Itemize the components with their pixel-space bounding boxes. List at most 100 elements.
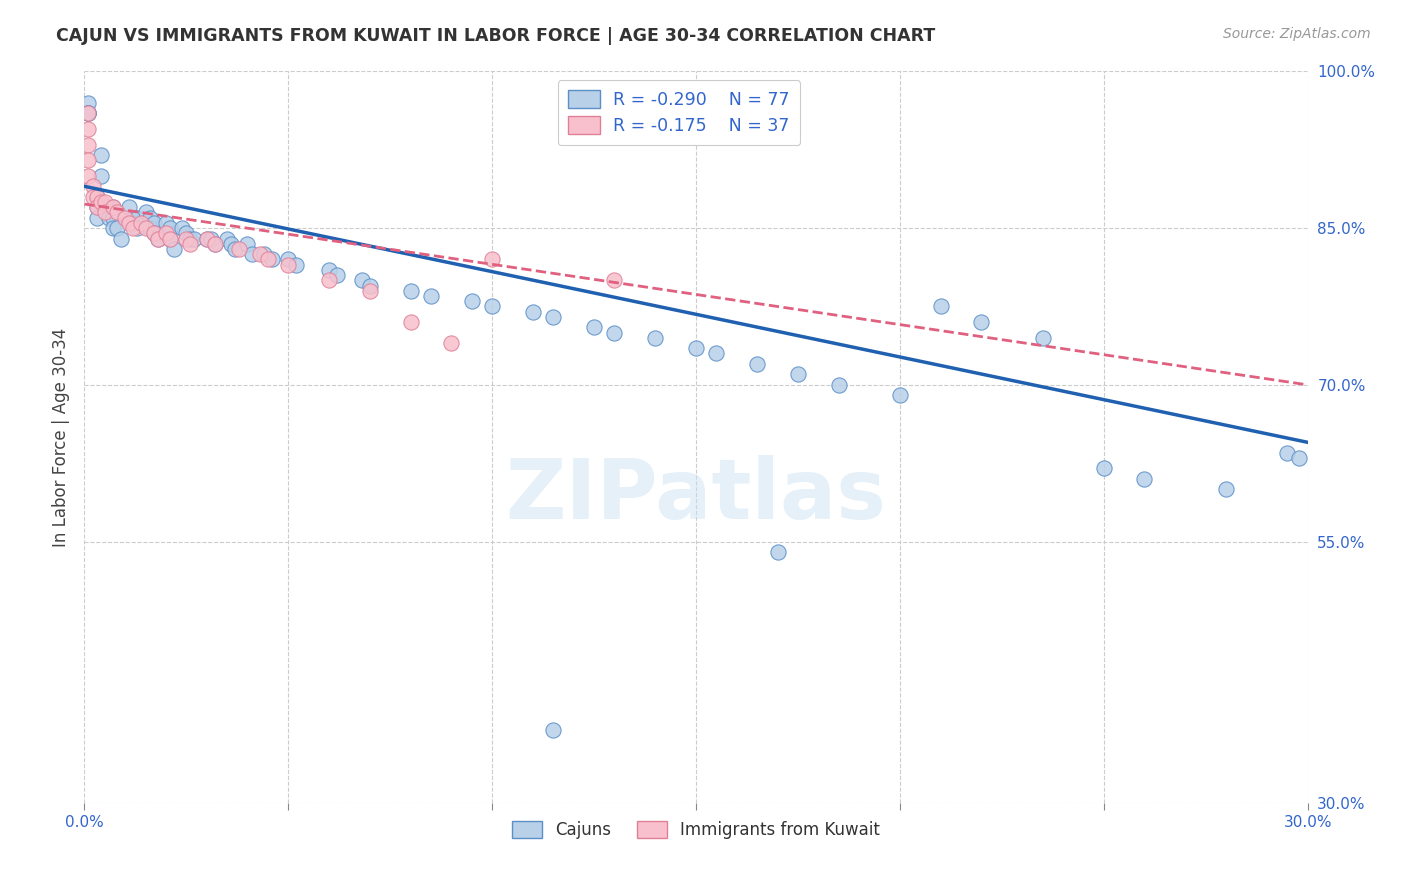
Point — [260, 252, 283, 267]
Point — [766, 545, 789, 559]
Point — [90, 148, 112, 162]
Point — [277, 258, 299, 272]
Point — [159, 231, 181, 245]
Point — [603, 326, 626, 340]
Point — [350, 273, 373, 287]
Point — [204, 236, 226, 251]
Point — [159, 221, 181, 235]
Point — [127, 221, 149, 235]
Point — [77, 95, 100, 110]
Point — [122, 221, 145, 235]
Point — [326, 268, 349, 282]
Point — [97, 211, 120, 225]
Point — [82, 190, 104, 204]
Point — [122, 211, 145, 225]
Point — [90, 194, 112, 209]
Text: CAJUN VS IMMIGRANTS FROM KUWAIT IN LABOR FORCE | AGE 30-34 CORRELATION CHART: CAJUN VS IMMIGRANTS FROM KUWAIT IN LABOR… — [56, 27, 935, 45]
Point — [155, 227, 177, 241]
Point — [204, 236, 226, 251]
Point — [543, 310, 565, 324]
Point — [236, 236, 259, 251]
Point — [1288, 450, 1310, 465]
Point — [101, 200, 124, 214]
Point — [219, 236, 242, 251]
Point — [543, 723, 565, 737]
Point — [93, 205, 115, 219]
Text: ZIPatlas: ZIPatlas — [506, 455, 886, 536]
Point — [101, 211, 124, 225]
Point — [110, 231, 132, 245]
Point — [1032, 331, 1054, 345]
Point — [318, 263, 340, 277]
Point — [101, 200, 124, 214]
Point — [114, 211, 136, 225]
Point — [970, 315, 993, 329]
Point — [440, 336, 463, 351]
Point — [179, 231, 201, 245]
Point — [420, 289, 443, 303]
Point — [135, 221, 157, 235]
Point — [77, 106, 100, 120]
Point — [93, 194, 115, 209]
Point — [86, 200, 108, 214]
Point — [101, 221, 124, 235]
Point — [77, 137, 100, 152]
Point — [240, 247, 263, 261]
Point — [86, 211, 108, 225]
Point — [1215, 483, 1237, 497]
Point — [644, 331, 666, 345]
Point — [159, 231, 181, 245]
Point — [249, 247, 271, 261]
Point — [195, 231, 218, 245]
Point — [285, 258, 308, 272]
Point — [146, 231, 169, 245]
Point — [359, 278, 381, 293]
Point — [228, 242, 250, 256]
Point — [583, 320, 606, 334]
Point — [481, 252, 503, 267]
Point — [685, 341, 707, 355]
Point — [217, 231, 239, 245]
Point — [142, 227, 165, 241]
Legend: Cajuns, Immigrants from Kuwait: Cajuns, Immigrants from Kuwait — [506, 814, 886, 846]
Point — [86, 190, 108, 204]
Point — [200, 231, 222, 245]
Point — [889, 388, 911, 402]
Point — [183, 231, 205, 245]
Point — [127, 211, 149, 225]
Point — [146, 231, 169, 245]
Point — [163, 242, 186, 256]
Point — [118, 200, 141, 214]
Point — [86, 190, 108, 204]
Point — [1133, 472, 1156, 486]
Point — [77, 169, 100, 183]
Point — [747, 357, 769, 371]
Point — [399, 284, 422, 298]
Point — [787, 368, 810, 382]
Point — [461, 294, 484, 309]
Point — [77, 106, 100, 120]
Point — [1277, 446, 1299, 460]
Point — [135, 205, 157, 219]
Point — [399, 315, 422, 329]
Point — [142, 227, 165, 241]
Point — [77, 106, 100, 120]
Point — [359, 284, 381, 298]
Point — [82, 179, 104, 194]
Point — [77, 106, 100, 120]
Point — [97, 200, 120, 214]
Point — [224, 242, 246, 256]
Point — [706, 346, 728, 360]
Point — [522, 304, 544, 318]
Point — [131, 216, 153, 230]
Point — [105, 221, 128, 235]
Point — [155, 216, 177, 230]
Point — [195, 231, 218, 245]
Point — [257, 252, 280, 267]
Point — [174, 227, 197, 241]
Point — [318, 273, 340, 287]
Point — [929, 300, 952, 314]
Y-axis label: In Labor Force | Age 30-34: In Labor Force | Age 30-34 — [52, 327, 70, 547]
Point — [105, 205, 128, 219]
Point — [277, 252, 299, 267]
